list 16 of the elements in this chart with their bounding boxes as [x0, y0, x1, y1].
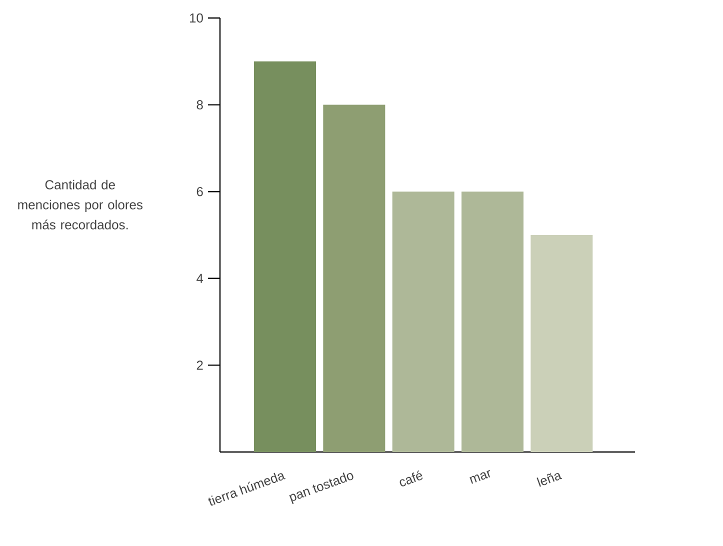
bar — [254, 61, 316, 452]
x-tick-label: pan tostado — [289, 472, 354, 504]
x-tick-label: leña — [536, 472, 562, 487]
bar — [392, 192, 454, 452]
y-tick-label: 6 — [196, 186, 203, 196]
y-axis-title: Cantidad de menciones por olores más recordados. — [18, 180, 142, 230]
x-tick-label: tierra húmeda — [208, 472, 286, 506]
x-tick-label: café — [400, 470, 423, 486]
bar — [530, 234, 593, 452]
y-tick-label: 2 — [196, 360, 203, 370]
x-tick-label: mar — [470, 470, 490, 484]
y-tick-label: 8 — [196, 100, 203, 110]
bar — [462, 192, 524, 452]
y-tick-label: 4 — [196, 274, 204, 283]
bar — [323, 104, 386, 452]
y-tick-label: 10 — [190, 13, 203, 23]
